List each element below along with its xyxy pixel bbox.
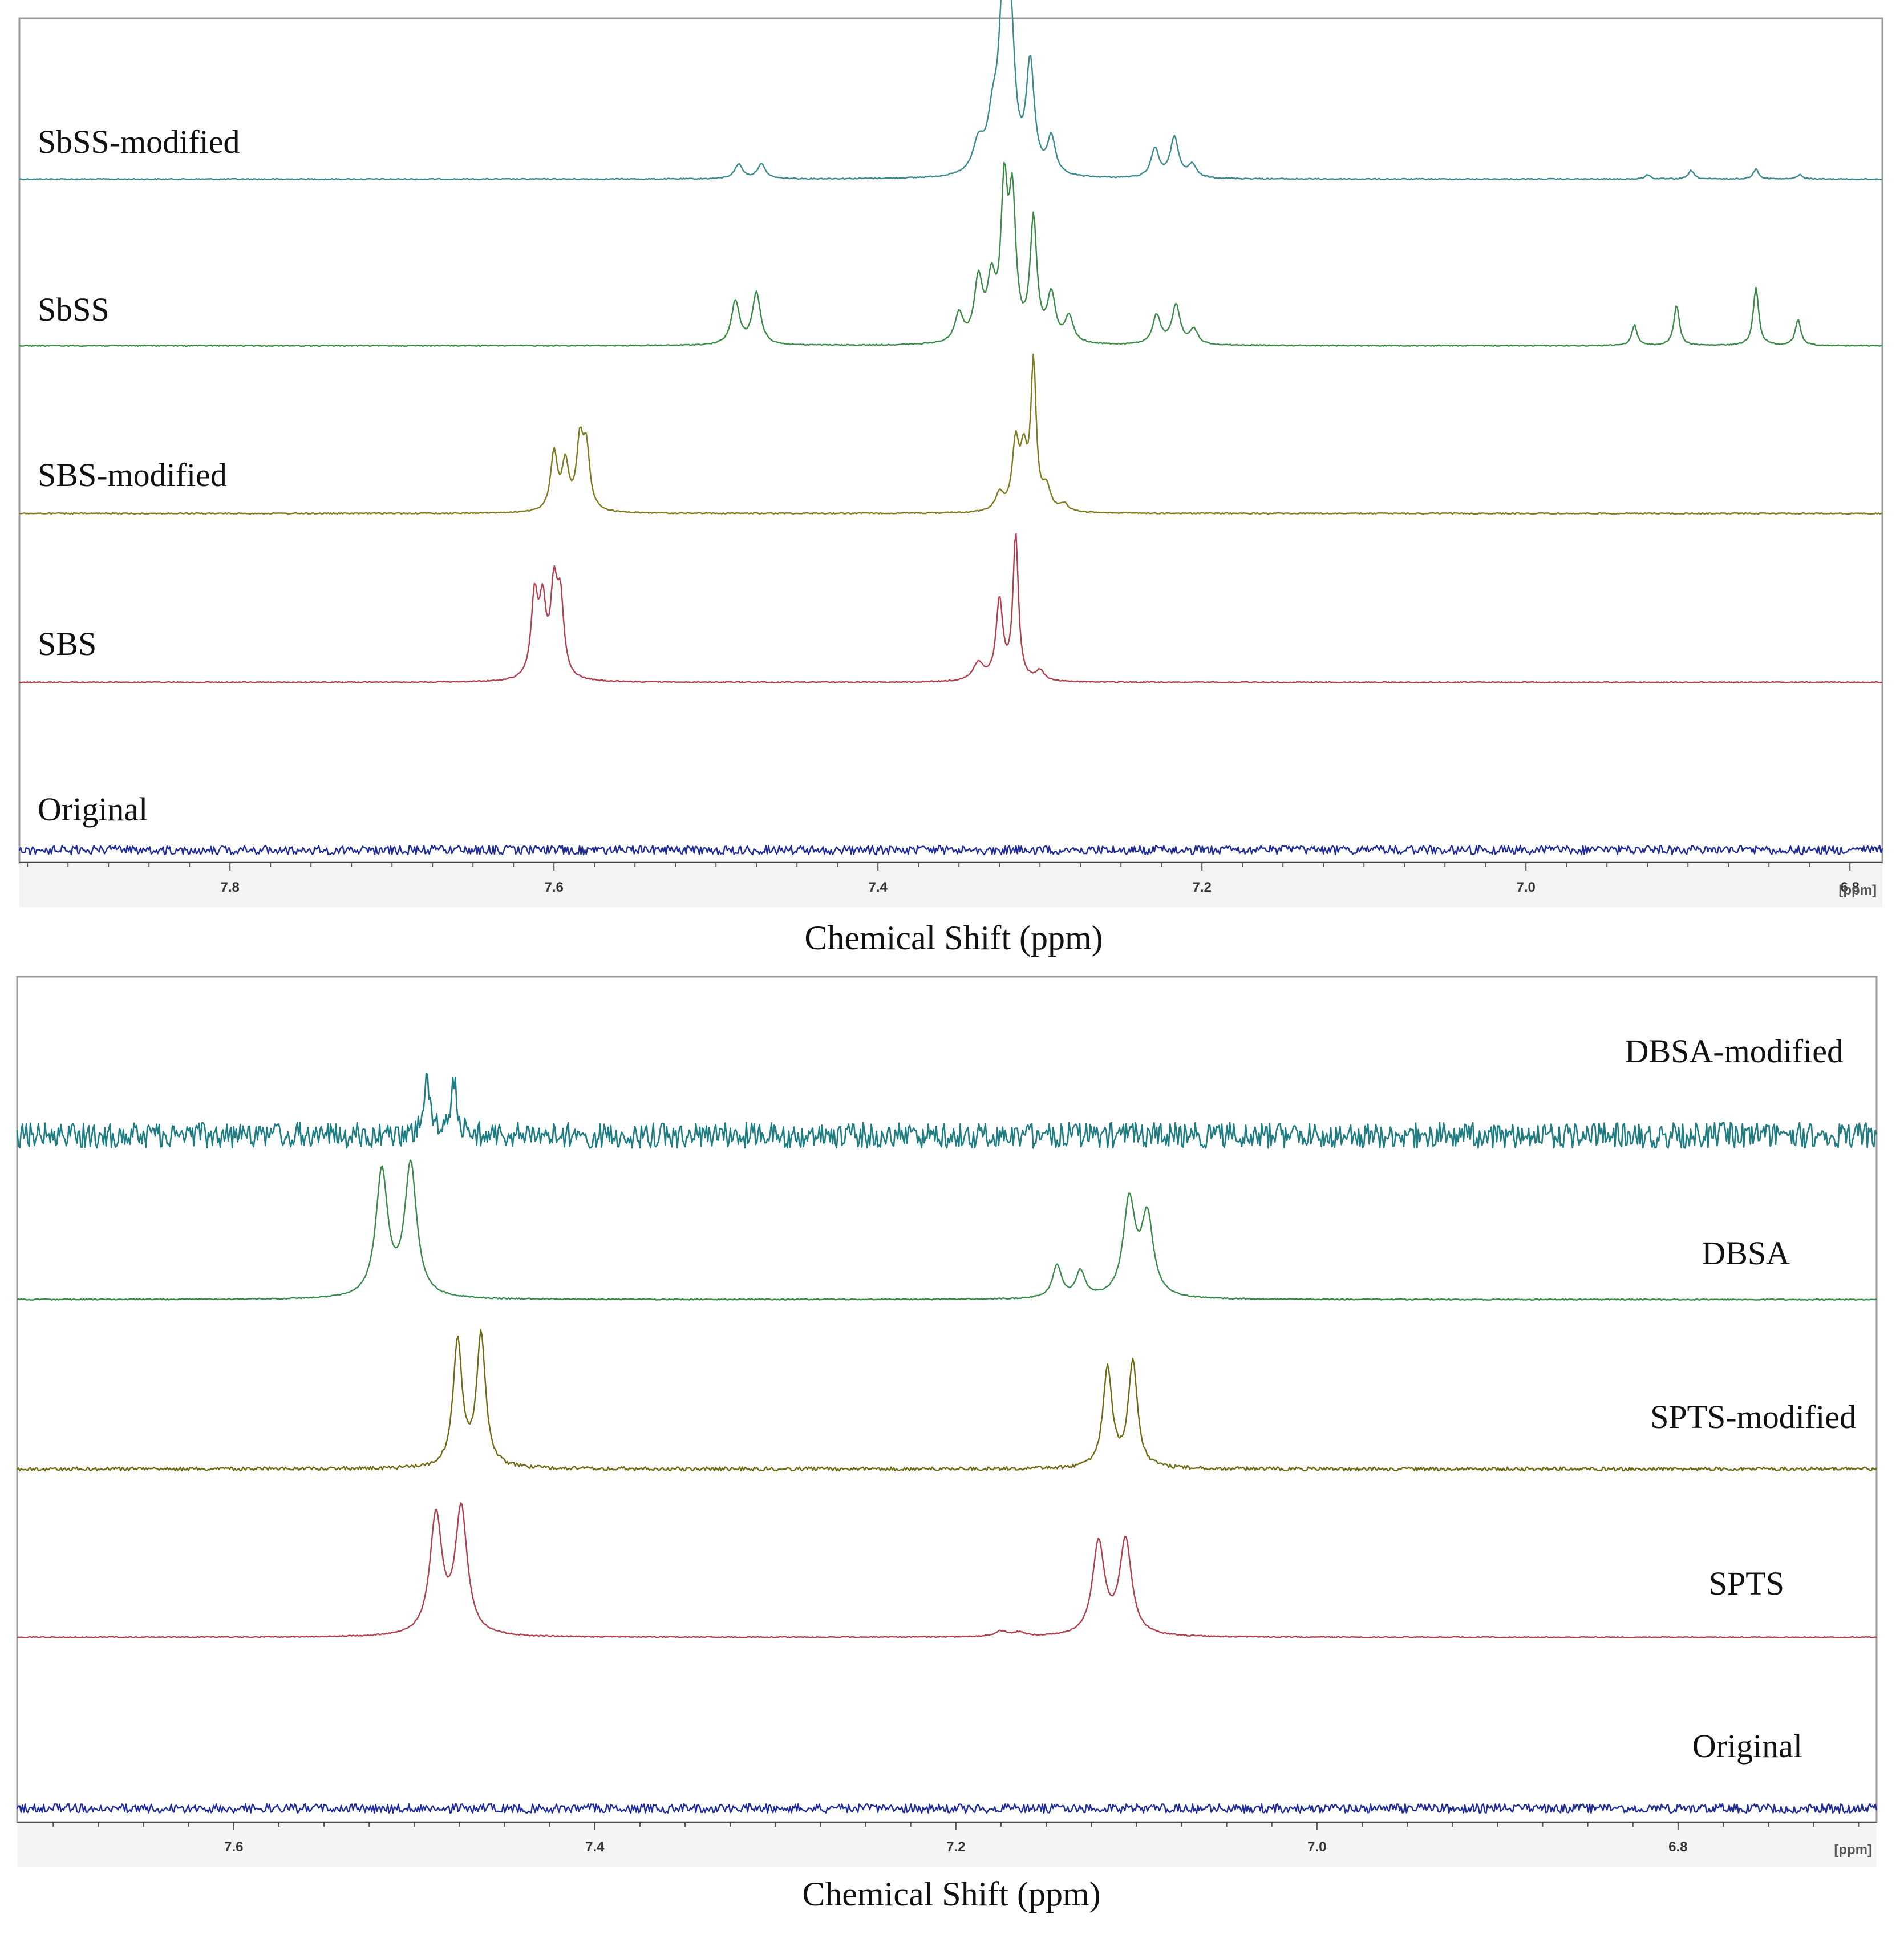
panel-bottom: 7.6 7.4 7.2 7.0 6.8 DBSA-modified DBSA SPTS-mo… [16, 976, 1878, 1913]
trace-label-spts: SPTS [1709, 1565, 1784, 1602]
panel-bottom-traces [16, 1072, 1878, 1814]
trace-label-sbss: SbSS [38, 291, 110, 328]
trace-label-original: Original [1692, 1727, 1802, 1765]
tick-label: 6.8 [1668, 1839, 1687, 1855]
spectrum-sbs [19, 533, 1883, 684]
panel-top-unit-label: [ppm] [1838, 883, 1877, 898]
spectrum-original [16, 1803, 1878, 1814]
spectrum-spts [17, 1502, 1877, 1639]
panel-top-ticks: 7.8 7.6 7.4 7.2 7.0 6.8 [27, 863, 1860, 895]
trace-label-original: Original [38, 791, 148, 828]
tick-label: 7.2 [1193, 880, 1212, 895]
panel-top-x-axis-title: Chemical Shift (ppm) [804, 919, 1103, 957]
panel-bottom-unit-label: [ppm] [1834, 1842, 1872, 1858]
panel-bottom-axis-band [17, 1822, 1877, 1867]
trace-label-sbs: SBS [38, 625, 96, 662]
tick-label: 7.2 [946, 1839, 965, 1855]
spectrum-original [18, 844, 1883, 856]
spectrum-sbs-modified [19, 353, 1883, 515]
trace-label-spts-modified: SPTS-modified [1650, 1398, 1856, 1435]
tick-label: 7.0 [1307, 1839, 1326, 1855]
tick-label: 7.6 [545, 880, 564, 895]
tick-label: 7.6 [224, 1839, 243, 1855]
spectrum-dbsa [17, 1159, 1877, 1301]
tick-label: 7.8 [221, 880, 240, 895]
spectrum-spts-modified [17, 1329, 1877, 1472]
panel-top-frame [18, 17, 1883, 864]
panel-top-axis-band [19, 863, 1882, 907]
spectrum-sbss-modified [19, 0, 1883, 181]
trace-label-dbsa-modified: DBSA-modified [1625, 1033, 1844, 1070]
spectrum-dbsa-modified [16, 1072, 1878, 1149]
tick-label: 6.8 [1841, 880, 1860, 895]
trace-label-sbss-modified: SbSS-modified [38, 123, 240, 160]
tick-label: 7.4 [869, 880, 888, 895]
panel-bottom-x-axis-title: Chemical Shift (ppm) [802, 1875, 1100, 1913]
tick-label: 7.4 [585, 1839, 605, 1855]
panel-bottom-frame [16, 976, 1878, 1823]
trace-label-sbs-modified: SBS-modified [38, 456, 227, 493]
spectrum-sbss [19, 161, 1883, 347]
trace-label-dbsa: DBSA [1702, 1235, 1790, 1272]
panel-top: 7.8 7.6 7.4 7.2 7.0 6.8 SbSS-modified SbSS SBS-… [18, 0, 1883, 957]
panel-bottom-ticks: 7.6 7.4 7.2 7.0 6.8 [52, 1822, 1860, 1855]
panel-top-traces [18, 0, 1883, 856]
panel-bottom-trace-labels: DBSA-modified DBSA SPTS-modified SPTS Origin… [1625, 1033, 1856, 1765]
panel-top-trace-labels: SbSS-modified SbSS SBS-modified SBS Original [38, 123, 240, 828]
tick-label: 7.0 [1517, 880, 1536, 895]
